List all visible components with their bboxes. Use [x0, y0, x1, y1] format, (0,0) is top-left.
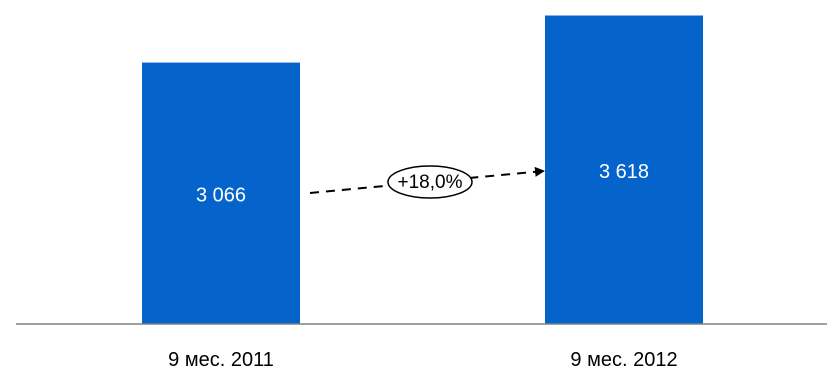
growth-ellipse — [387, 165, 473, 199]
x-tick-label-1: 9 мес. 2011 — [168, 349, 274, 371]
growth-annotation: +18,0% — [309, 165, 545, 199]
bar-2 — [545, 15, 703, 325]
bar-value-label-1: 3 066 — [196, 184, 246, 206]
bars-layer — [142, 15, 703, 325]
bar-1 — [142, 62, 300, 324]
x-tick-label-2: 9 мес. 2012 — [570, 349, 677, 371]
bar-value-label-2: 3 618 — [599, 161, 649, 183]
tick-labels-layer: 9 мес. 2011 9 мес. 2012 — [168, 349, 677, 371]
value-labels-layer: 3 066 3 618 — [196, 161, 649, 207]
growth-percent-label: +18,0% — [398, 172, 463, 193]
